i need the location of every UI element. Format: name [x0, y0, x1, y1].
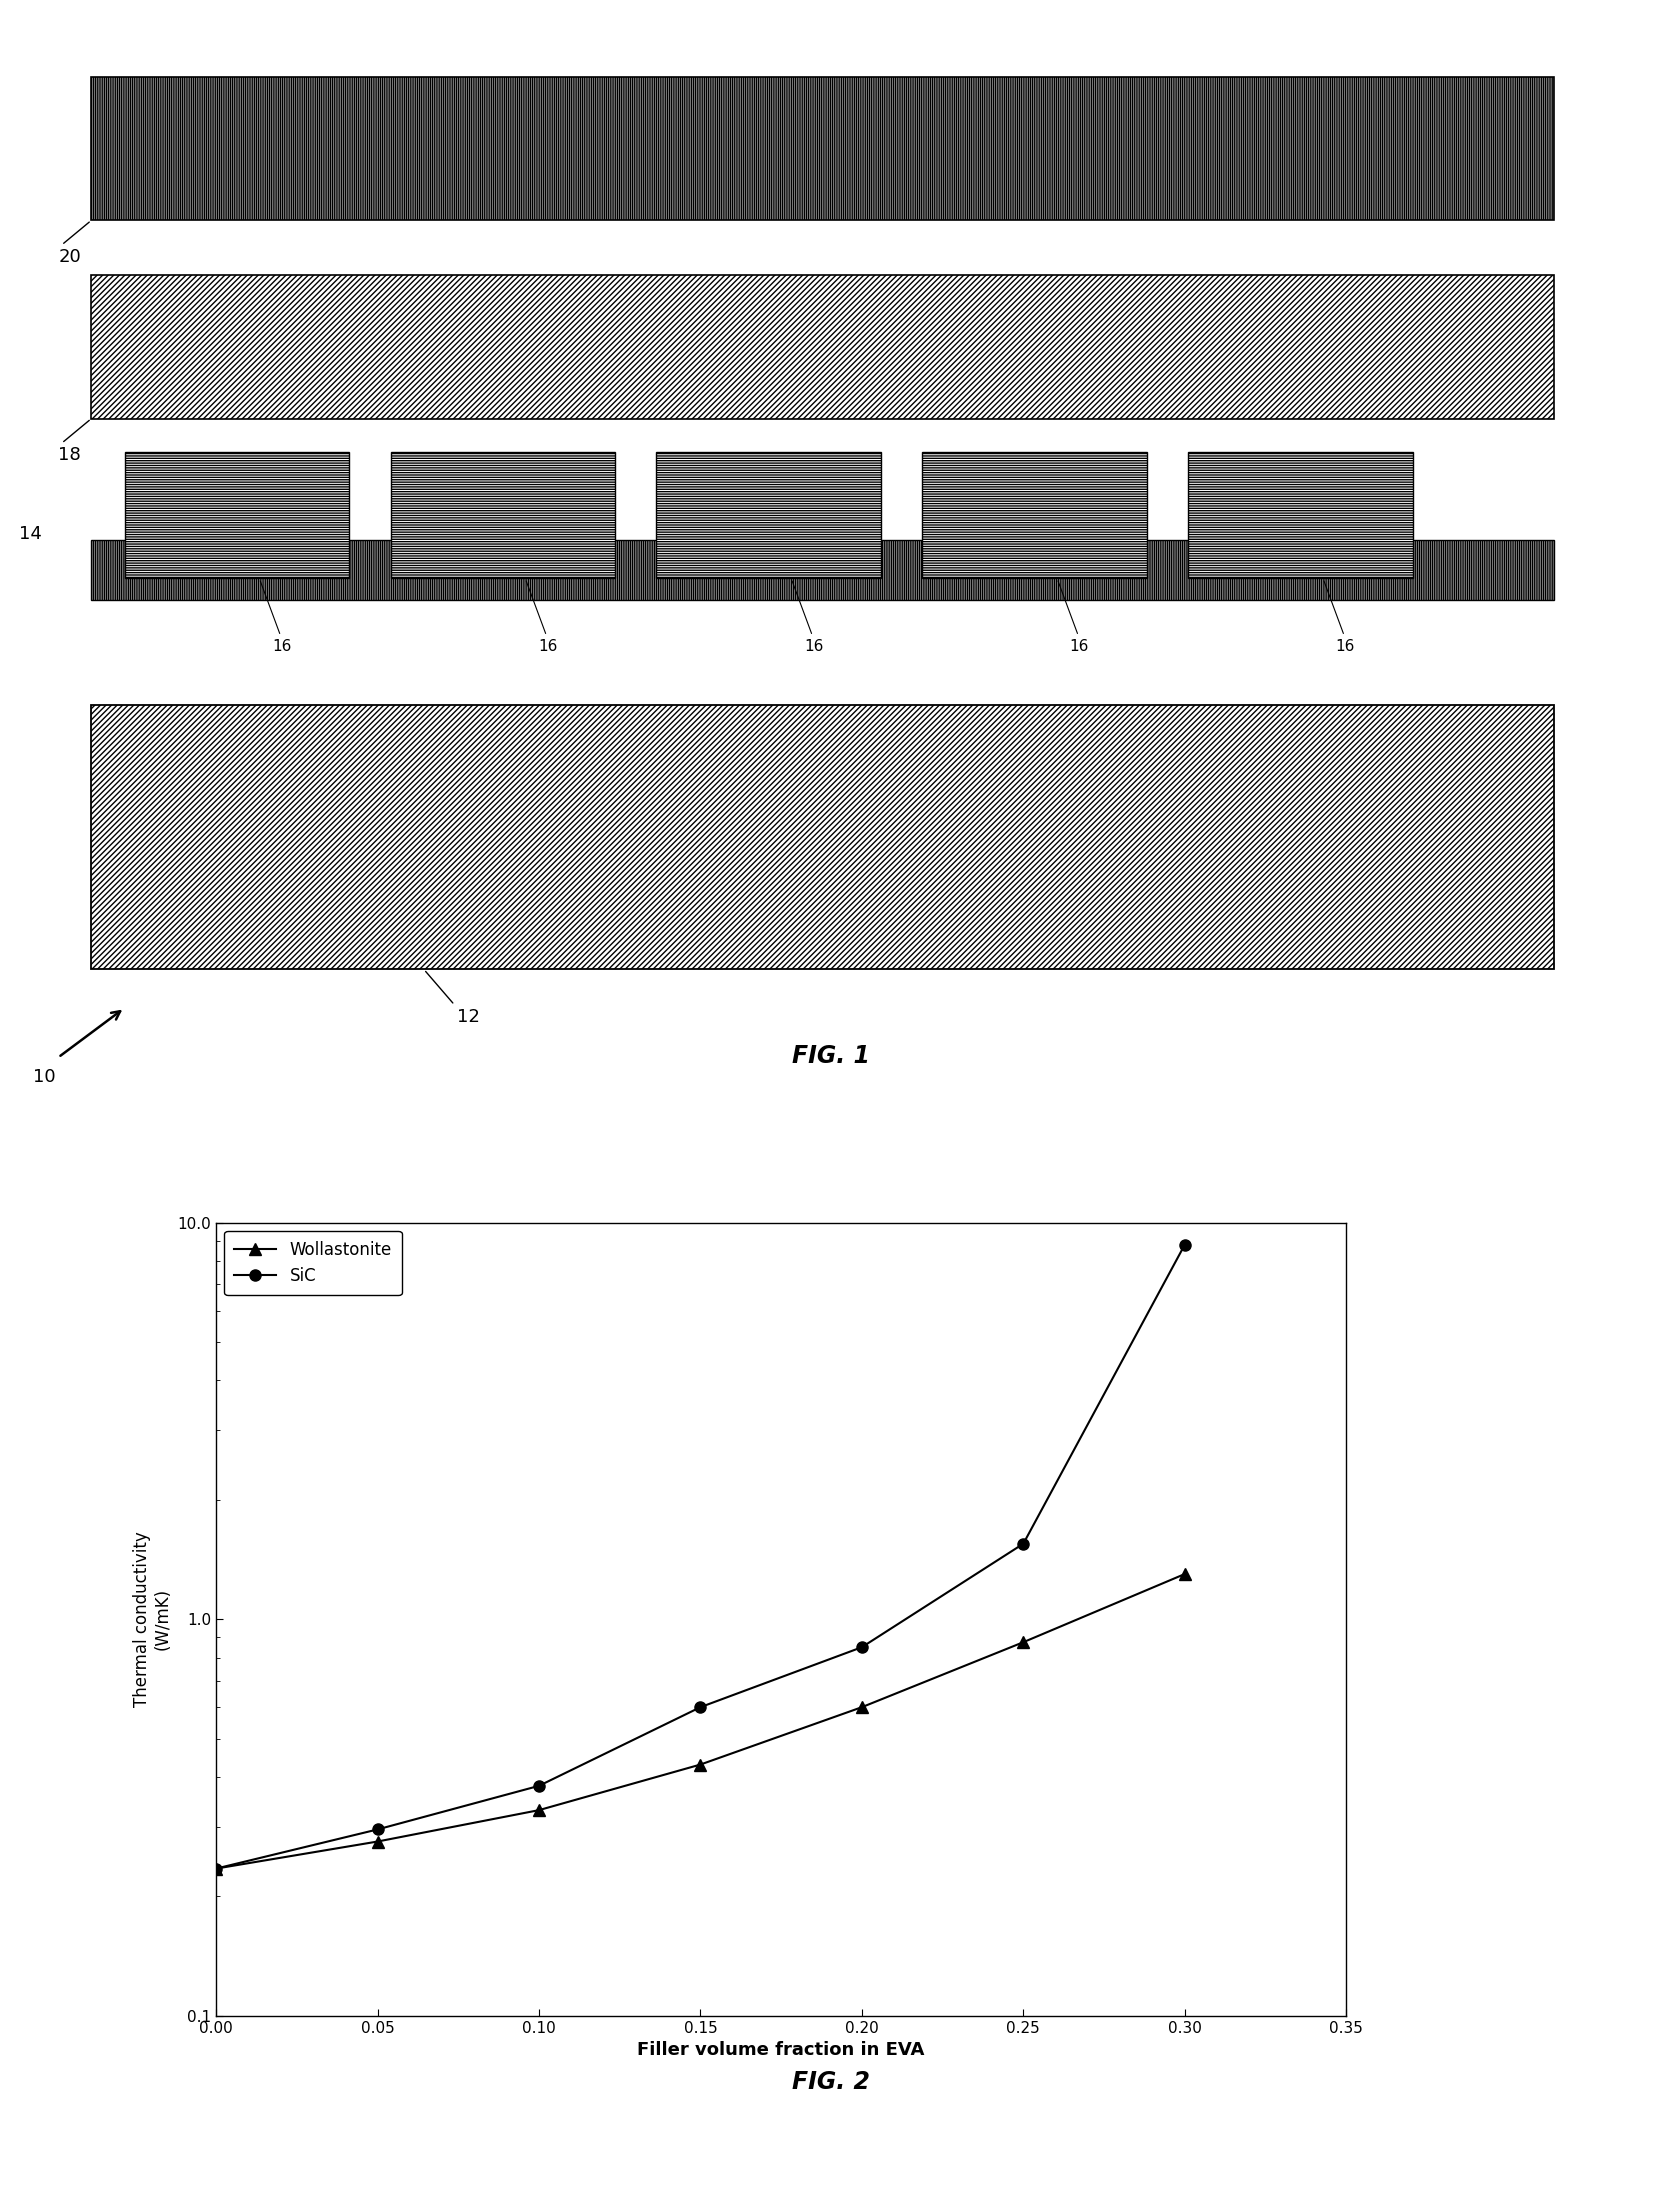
- Bar: [91, 705, 1554, 969]
- Wollastonite: [206, 1855, 226, 1881]
- SiC: [206, 1855, 226, 1881]
- Text: 16: 16: [1325, 582, 1355, 654]
- Text: 16: 16: [1059, 582, 1089, 654]
- X-axis label: Filler volume fraction in EVA: Filler volume fraction in EVA: [638, 2042, 924, 2060]
- Text: FIG. 2: FIG. 2: [793, 2071, 869, 2093]
- Wollastonite: [367, 1828, 387, 1855]
- Y-axis label: Thermal conductivity
(W/mK): Thermal conductivity (W/mK): [133, 1531, 171, 1707]
- Line: SiC: SiC: [211, 1238, 1190, 1875]
- Text: 16: 16: [527, 582, 557, 654]
- Legend: Wollastonite, SiC: Wollastonite, SiC: [224, 1231, 402, 1295]
- Bar: [125, 452, 349, 577]
- Wollastonite: [1175, 1560, 1195, 1586]
- SiC: [690, 1694, 710, 1721]
- Text: 20: 20: [58, 223, 90, 267]
- Text: FIG. 1: FIG. 1: [793, 1044, 869, 1068]
- Bar: [91, 540, 1554, 601]
- Bar: [91, 77, 1554, 220]
- SiC: [1175, 1231, 1195, 1258]
- Text: 10: 10: [33, 1068, 57, 1086]
- Text: 16: 16: [261, 582, 291, 654]
- SiC: [367, 1815, 387, 1842]
- Text: 12: 12: [425, 972, 480, 1027]
- SiC: [1014, 1531, 1034, 1558]
- Bar: [391, 452, 615, 577]
- Wollastonite: [690, 1751, 710, 1778]
- Bar: [656, 452, 881, 577]
- Wollastonite: [1014, 1628, 1034, 1654]
- Bar: [91, 275, 1554, 419]
- Text: 16: 16: [793, 582, 823, 654]
- Wollastonite: [853, 1694, 873, 1721]
- Bar: [922, 452, 1147, 577]
- SiC: [853, 1635, 873, 1661]
- SiC: [529, 1773, 548, 1800]
- Wollastonite: [529, 1798, 548, 1824]
- Bar: [1188, 452, 1413, 577]
- Line: Wollastonite: Wollastonite: [211, 1569, 1190, 1875]
- Text: 18: 18: [58, 421, 90, 465]
- Text: 14: 14: [18, 524, 42, 544]
